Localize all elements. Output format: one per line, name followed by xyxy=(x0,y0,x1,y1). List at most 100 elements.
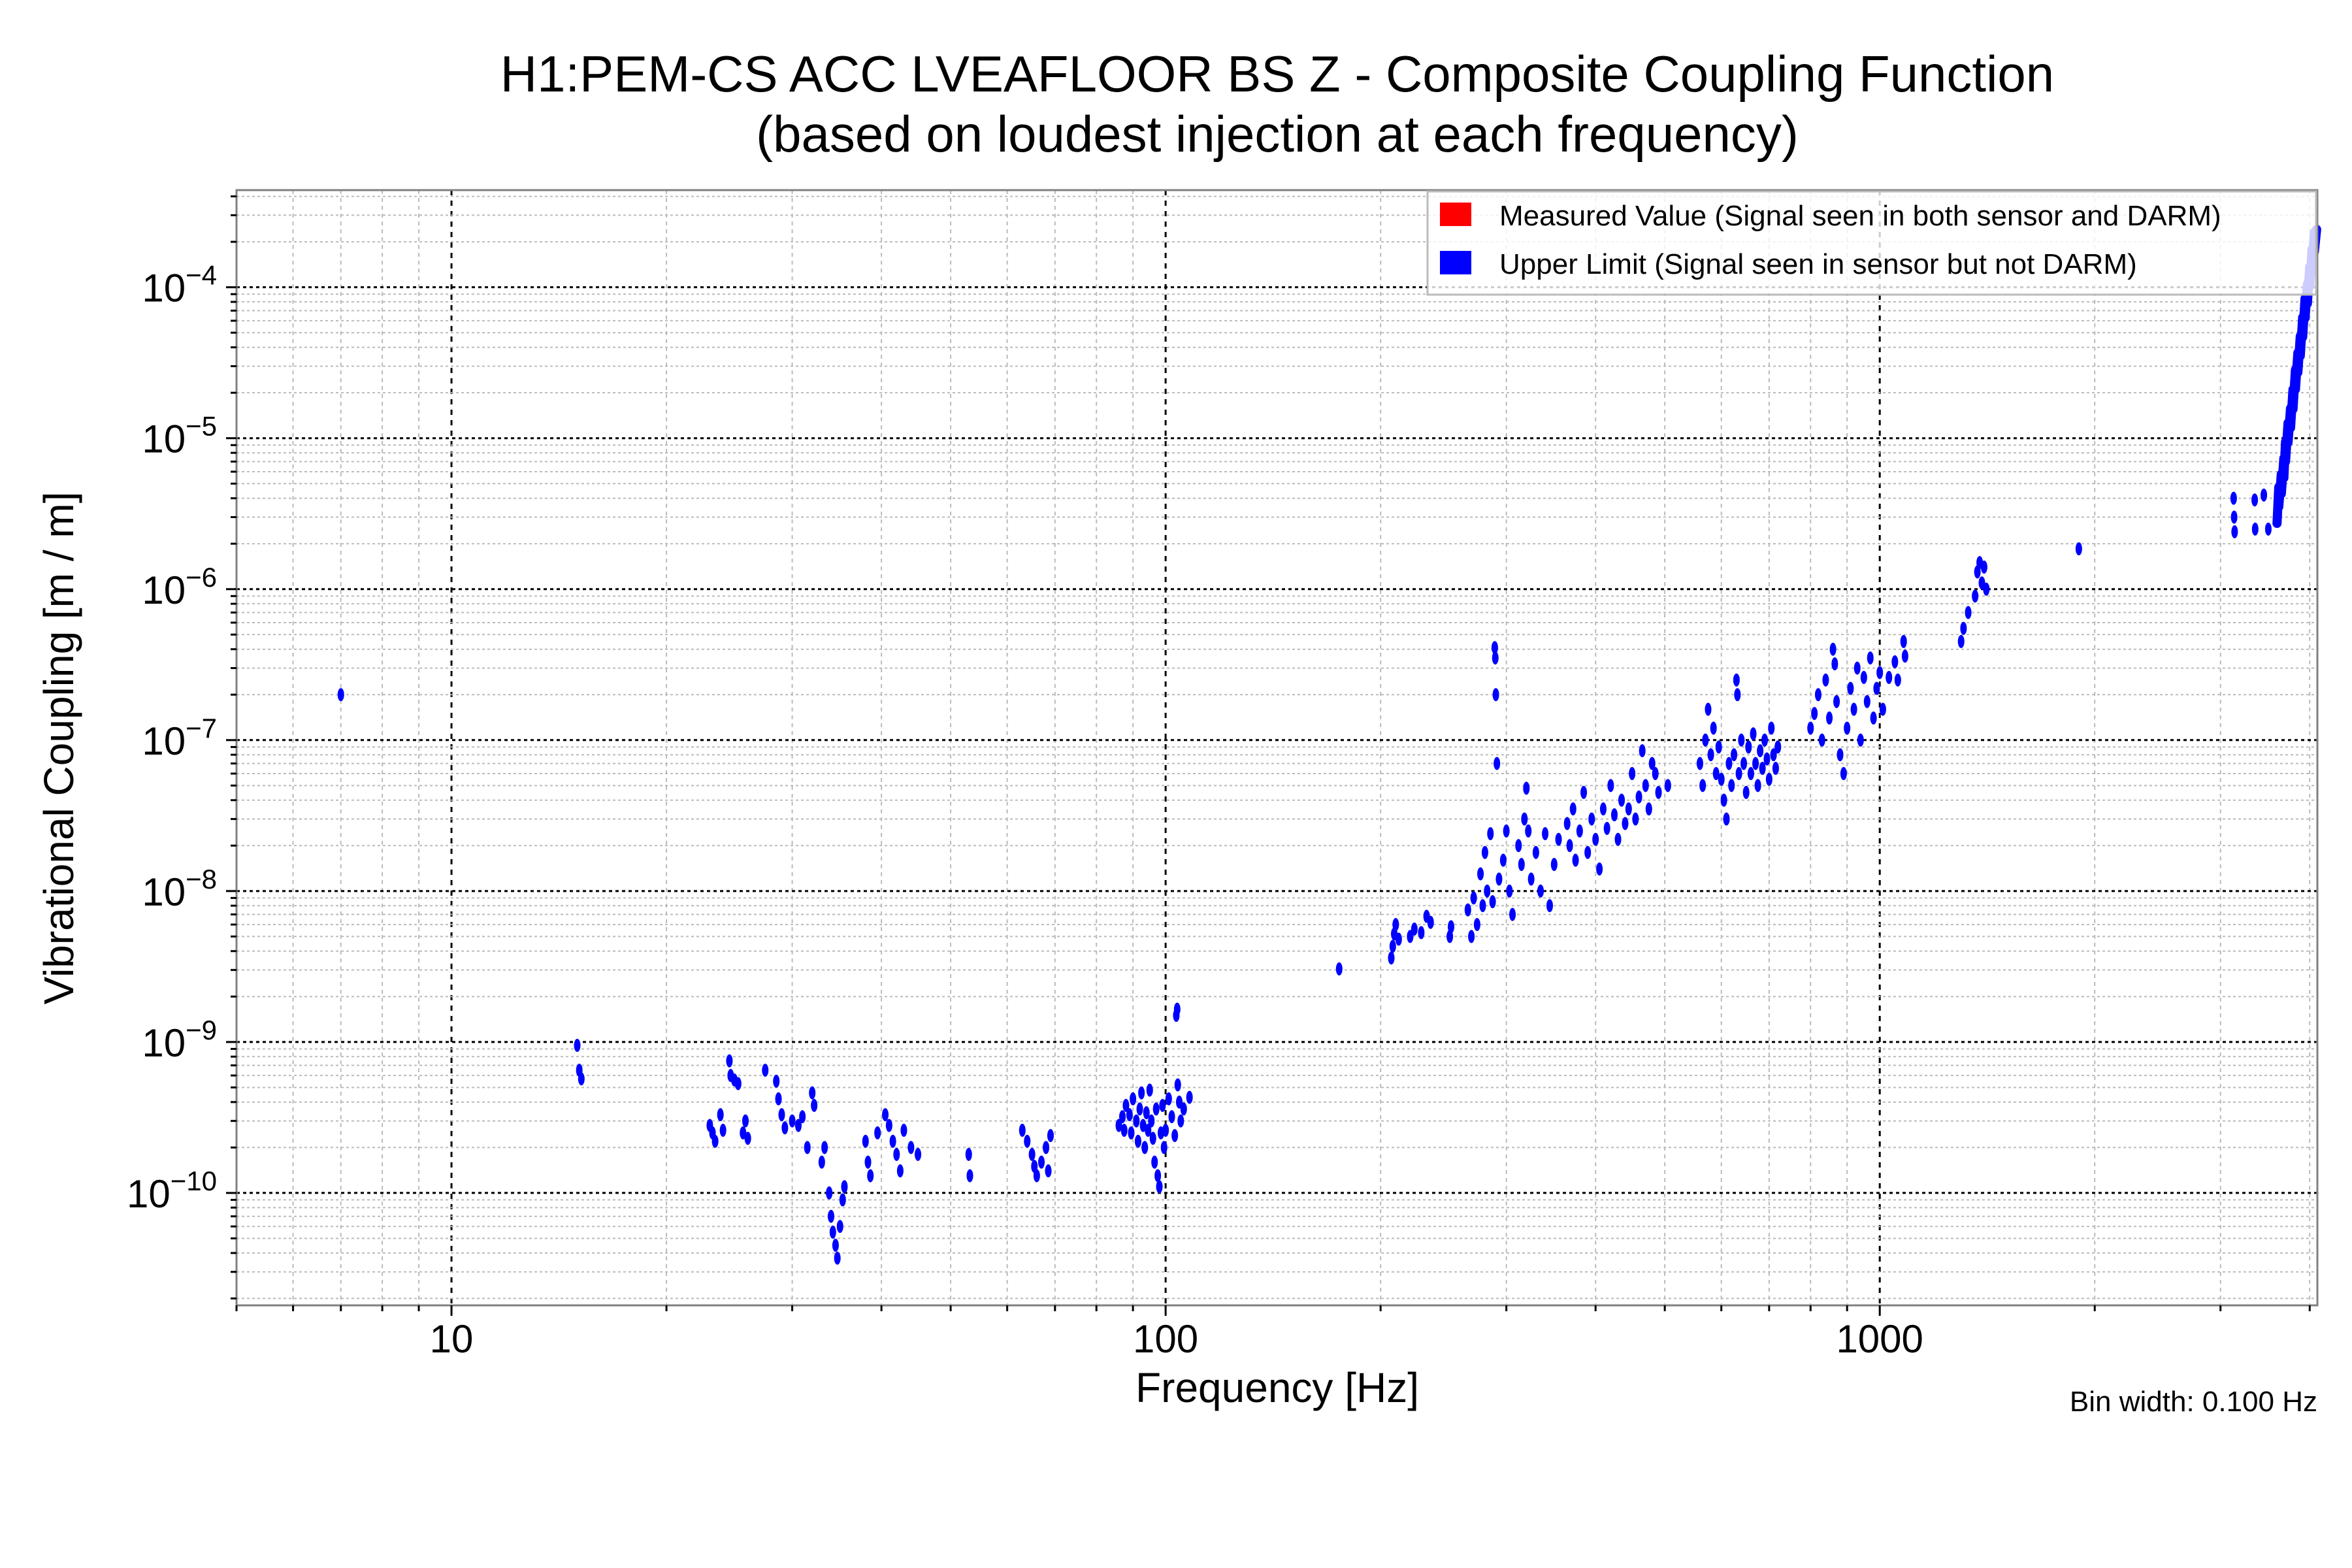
data-point xyxy=(829,1225,836,1239)
data-point xyxy=(1814,688,1821,702)
data-point xyxy=(2251,522,2259,536)
data-point xyxy=(811,1098,818,1112)
data-point xyxy=(1900,634,1907,648)
data-point xyxy=(1765,772,1772,786)
data-point xyxy=(1603,821,1610,835)
data-point xyxy=(1143,1106,1150,1120)
data-point xyxy=(1477,867,1484,881)
data-point xyxy=(1826,711,1833,725)
data-point xyxy=(1610,808,1618,822)
data-point xyxy=(1542,826,1549,840)
y-tick-exponent: −7 xyxy=(186,713,217,743)
data-point xyxy=(2264,522,2272,536)
y-tick-exponent: −10 xyxy=(171,1166,217,1196)
data-point xyxy=(836,1220,843,1233)
data-point xyxy=(834,1251,841,1265)
data-point xyxy=(1757,744,1764,758)
data-point xyxy=(1525,824,1532,838)
data-point xyxy=(744,1132,751,1145)
data-point xyxy=(1038,1155,1045,1169)
data-point xyxy=(1840,767,1847,781)
data-point xyxy=(1555,832,1562,846)
data-point xyxy=(1901,649,1908,663)
data-point xyxy=(1847,681,1854,695)
data-point xyxy=(1822,673,1829,687)
data-point xyxy=(1572,853,1579,867)
data-point xyxy=(1811,707,1818,721)
data-point xyxy=(1837,748,1844,762)
data-point xyxy=(1728,779,1735,792)
data-point xyxy=(1752,757,1759,770)
data-point xyxy=(711,1134,719,1148)
data-point xyxy=(1024,1134,1031,1148)
data-point xyxy=(821,1141,828,1154)
data-point xyxy=(1576,824,1583,838)
data-point xyxy=(1607,779,1614,792)
data-point xyxy=(1494,757,1501,770)
y-tick-label: 10−6 xyxy=(142,562,217,612)
data-point xyxy=(1857,733,1864,747)
data-point xyxy=(740,1126,747,1139)
data-point xyxy=(1033,1169,1040,1183)
data-point xyxy=(1642,779,1649,792)
data-point xyxy=(1725,757,1733,770)
data-point xyxy=(1980,560,1987,574)
data-point xyxy=(1392,918,1399,932)
legend-box xyxy=(1426,190,2317,296)
data-point xyxy=(1119,1110,1126,1124)
data-point xyxy=(1588,812,1595,826)
data-point xyxy=(1464,903,1471,917)
data-point xyxy=(889,1134,896,1148)
data-point xyxy=(1863,694,1870,708)
data-point xyxy=(862,1134,869,1148)
data-point xyxy=(1833,694,1840,708)
data-point xyxy=(1702,733,1709,747)
data-point xyxy=(773,1074,780,1088)
data-point xyxy=(1537,884,1544,898)
data-point xyxy=(1138,1086,1145,1100)
data-point xyxy=(1563,817,1571,830)
data-point xyxy=(1427,915,1434,929)
data-point xyxy=(1592,832,1599,846)
y-tick-base: 10 xyxy=(142,870,186,914)
legend-label-measured: Measured Value (Signal seen in both sens… xyxy=(1499,200,2221,232)
data-point xyxy=(1418,926,1425,939)
data-point xyxy=(1696,757,1703,770)
data-point xyxy=(1481,845,1488,859)
data-point xyxy=(1639,744,1646,758)
data-point xyxy=(1960,621,1967,635)
data-point xyxy=(1738,733,1745,747)
data-point xyxy=(1160,1141,1168,1154)
data-point xyxy=(1028,1147,1036,1161)
data-point xyxy=(1754,779,1761,792)
data-point xyxy=(1614,832,1622,846)
data-point xyxy=(1492,651,1499,665)
data-point xyxy=(1503,824,1510,838)
data-point xyxy=(907,1141,915,1154)
data-point xyxy=(1156,1180,1163,1194)
data-point xyxy=(1965,606,1972,619)
x-axis-label: Frequency [Hz] xyxy=(1135,1364,1419,1411)
data-point xyxy=(1495,872,1503,886)
data-point xyxy=(789,1114,796,1128)
data-point xyxy=(1115,1119,1122,1132)
data-point xyxy=(966,1169,973,1183)
data-point xyxy=(794,1119,802,1132)
data-point xyxy=(874,1126,881,1139)
data-point xyxy=(1735,767,1742,781)
data-point xyxy=(1151,1155,1158,1169)
data-point xyxy=(1580,785,1588,799)
data-point xyxy=(1774,740,1782,754)
data-point xyxy=(1389,939,1396,953)
data-point xyxy=(574,1039,581,1053)
data-point xyxy=(1715,740,1722,754)
data-point xyxy=(1146,1083,1153,1097)
y-tick-label: 10−4 xyxy=(142,260,217,310)
data-point xyxy=(1154,1169,1162,1183)
data-point xyxy=(1831,657,1838,671)
data-point xyxy=(1584,845,1592,859)
chart-title-line-1: H1:PEM-CS ACC LVEAFLOOR BS Z - Composite… xyxy=(500,45,2054,103)
data-point xyxy=(1509,907,1516,921)
data-point xyxy=(1761,733,1769,747)
